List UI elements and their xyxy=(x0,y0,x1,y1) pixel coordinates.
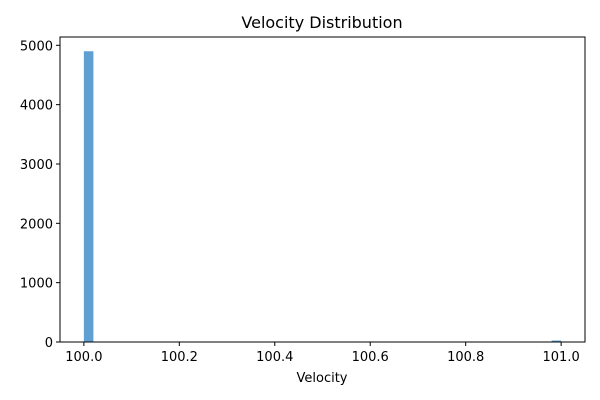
x-axis-ticks: 100.0 100.2 100.4 100.6 100.8 101.0 xyxy=(65,342,580,365)
x-tick-label: 101.0 xyxy=(543,350,580,365)
histogram-bar-1 xyxy=(551,340,562,342)
x-tick-label: 100.2 xyxy=(161,350,198,365)
y-tick-label: 1000 xyxy=(20,277,53,292)
x-axis-label: Velocity xyxy=(297,371,348,386)
plot-frame xyxy=(59,36,586,343)
x-tick-label: 100.6 xyxy=(352,350,389,365)
y-axis-ticks: 0 1000 2000 3000 4000 5000 xyxy=(20,39,60,351)
x-tick-label: 100.4 xyxy=(256,350,293,365)
y-tick-label: 4000 xyxy=(20,99,53,114)
bars-group xyxy=(83,51,562,343)
y-tick-label: 2000 xyxy=(20,217,53,232)
y-tick-label: 5000 xyxy=(20,39,53,54)
chart-title: Velocity Distribution xyxy=(241,13,402,32)
histogram-bar-0 xyxy=(83,51,94,343)
y-tick-label: 3000 xyxy=(20,158,53,173)
x-tick-label: 100.0 xyxy=(65,350,102,365)
y-tick-label: 0 xyxy=(45,336,53,351)
x-tick-label: 100.8 xyxy=(447,350,484,365)
